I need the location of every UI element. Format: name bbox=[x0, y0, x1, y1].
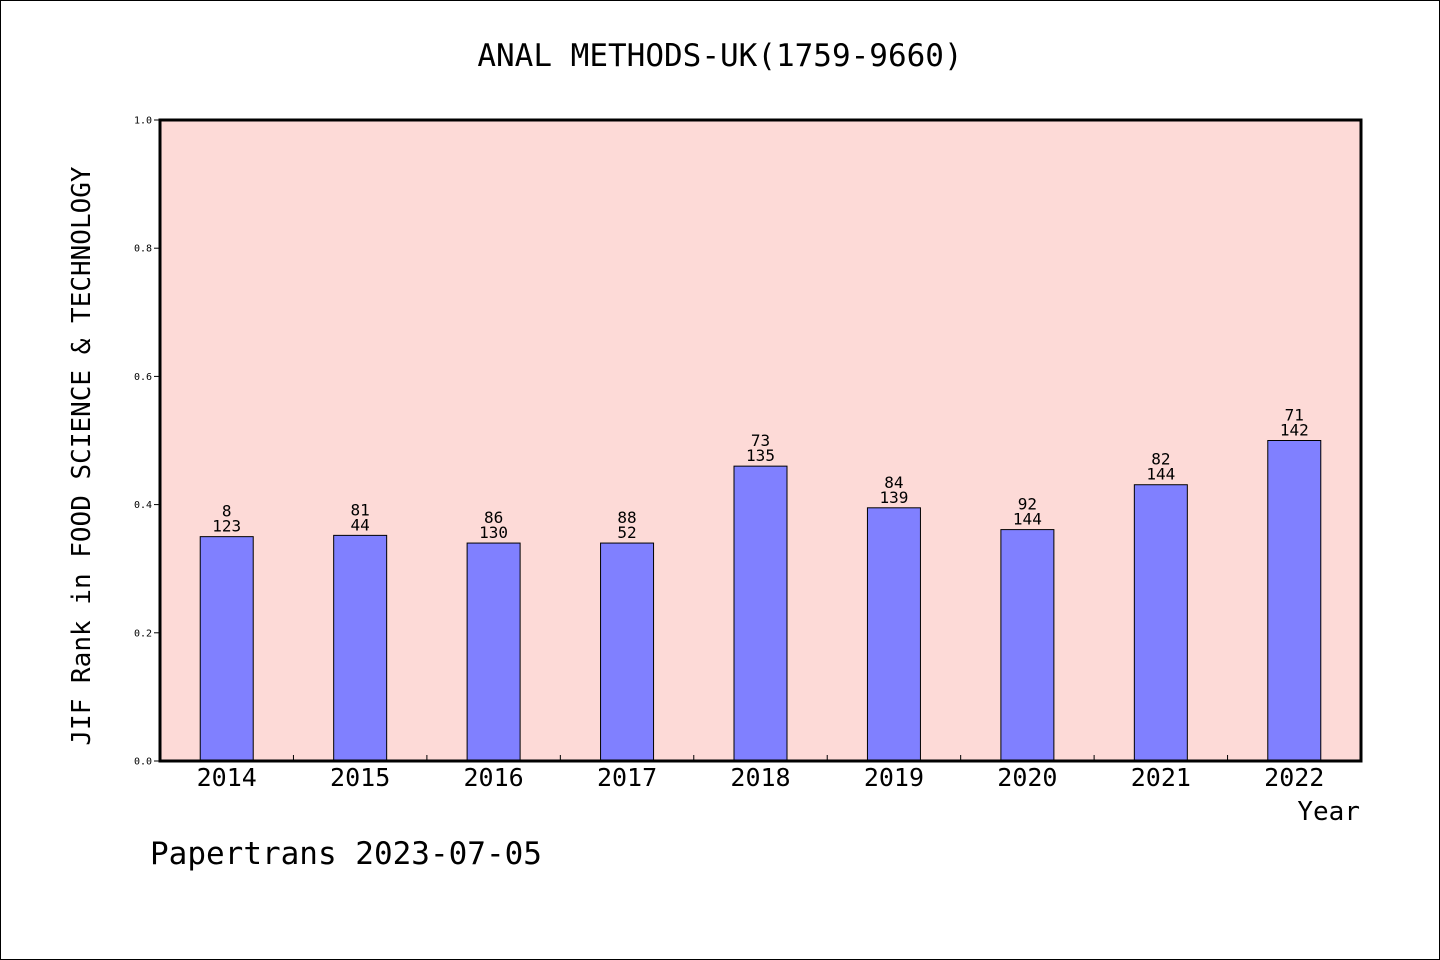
y-tick-label: 0.6 bbox=[134, 372, 152, 383]
bar bbox=[1267, 440, 1322, 762]
bar bbox=[1133, 484, 1188, 762]
x-tick-label: 2020 bbox=[997, 763, 1057, 792]
x-tick-label: 2018 bbox=[730, 763, 790, 792]
bar bbox=[600, 542, 655, 762]
x-tick-label: 2019 bbox=[864, 763, 924, 792]
bar-series bbox=[199, 440, 1322, 762]
bar-rank-label: 92 bbox=[1018, 495, 1037, 514]
bar bbox=[1000, 529, 1055, 762]
x-tick-label: 2014 bbox=[197, 763, 257, 792]
bar-rank-label: 84 bbox=[884, 473, 903, 492]
y-tick-label: 0.8 bbox=[134, 244, 152, 255]
bar bbox=[466, 542, 521, 762]
plot-border bbox=[158, 118, 1363, 763]
bar-total-label: 144 bbox=[1146, 465, 1175, 484]
bar-total-label: 139 bbox=[879, 488, 908, 507]
bar bbox=[199, 536, 254, 762]
x-tick-label: 2022 bbox=[1264, 763, 1324, 792]
bar-total-label: 130 bbox=[479, 523, 508, 542]
x-tick-label: 2021 bbox=[1131, 763, 1191, 792]
x-tick-label: 2017 bbox=[597, 763, 657, 792]
y-tick-label: 0.2 bbox=[134, 628, 152, 639]
bar-total-label: 52 bbox=[617, 523, 636, 542]
x-tick-label: 2016 bbox=[464, 763, 524, 792]
bar-rank-label: 71 bbox=[1285, 406, 1304, 425]
bar bbox=[333, 534, 388, 762]
y-tick-label: 0.4 bbox=[134, 500, 152, 511]
bar-rank-label: 8 bbox=[222, 502, 232, 521]
footer-stamp: Papertrans 2023-07-05 bbox=[150, 836, 542, 872]
y-tick-label: 0.0 bbox=[134, 757, 152, 768]
bar-total-label: 135 bbox=[746, 446, 775, 465]
bar-total-label: 44 bbox=[351, 515, 370, 534]
bar bbox=[866, 507, 921, 762]
bar-rank-label: 82 bbox=[1151, 450, 1170, 469]
bar-rank-label: 88 bbox=[617, 508, 636, 527]
bar-total-label: 142 bbox=[1280, 421, 1309, 440]
y-tick-label: 1.0 bbox=[134, 116, 152, 127]
x-tick-label: 2015 bbox=[330, 763, 390, 792]
chart-title: ANAL METHODS-UK(1759-9660) bbox=[477, 38, 962, 74]
bar-rank-label: 81 bbox=[351, 500, 370, 519]
bar-rank-label: 86 bbox=[484, 508, 503, 527]
bar-rank-label: 73 bbox=[751, 431, 770, 450]
y-axis-ticks: 0.0 0.2 0.4 0.6 0.8 1.0 bbox=[134, 116, 160, 768]
y-axis-label: JIF Rank in FOOD SCIENCE & TECHNOLOGY bbox=[67, 166, 97, 746]
x-axis-ticks: 2014 2015 2016 2017 2018 2019 2020 2021 2022 bbox=[197, 755, 1324, 792]
bar-total-label: 144 bbox=[1013, 510, 1042, 529]
bar-total-label: 123 bbox=[212, 517, 241, 536]
x-axis-label: Year bbox=[1297, 797, 1360, 827]
bar bbox=[733, 465, 788, 762]
